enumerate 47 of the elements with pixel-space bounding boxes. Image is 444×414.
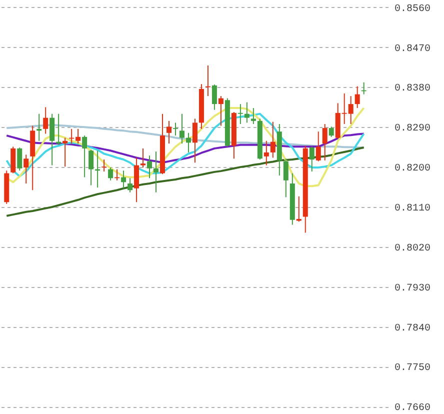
candlestick: [50, 113, 55, 166]
candlestick: [121, 170, 126, 189]
candlestick: [250, 108, 256, 125]
candlestick: [102, 159, 107, 172]
candlestick: [186, 132, 191, 153]
candlestick: [192, 118, 198, 164]
y-tick-label: 0.8020: [394, 243, 431, 254]
candlestick: [128, 178, 133, 193]
candlestick: [316, 131, 321, 162]
candlestick: [17, 147, 22, 172]
candlestick: [296, 196, 302, 222]
y-tick-label: 0.7660: [394, 403, 431, 414]
candlestick: [154, 151, 159, 193]
candlestick: [270, 121, 276, 158]
candlestick: [24, 154, 29, 184]
y-tick-label: 0.8470: [394, 44, 431, 55]
candlestick: [166, 120, 172, 144]
candlestick: [264, 140, 269, 166]
candlestick: [238, 104, 243, 125]
candlestick: [88, 149, 94, 186]
candlestick: [328, 126, 334, 138]
candlestick: [10, 146, 16, 174]
y-tick-label: 0.8200: [394, 164, 431, 175]
candlestick: [322, 124, 328, 161]
line-series: [6, 146, 365, 217]
candlestick: [147, 155, 152, 179]
candlestick: [62, 137, 68, 168]
y-tick-label: 0.7750: [394, 363, 431, 374]
candlestick: [244, 102, 250, 124]
candlestick: [108, 167, 114, 181]
y-tick-label: 0.8110: [394, 204, 431, 214]
candlestick: [212, 84, 217, 110]
candlestick: [283, 158, 288, 198]
candlestick: [309, 146, 314, 172]
y-tick-label: 0.8380: [394, 84, 431, 95]
candlestick: [134, 157, 140, 203]
candlestick: [43, 106, 48, 134]
y-tick-label: 0.7840: [394, 323, 431, 334]
candlestick: [172, 122, 178, 136]
candlestick: [218, 96, 224, 126]
candlestick: [179, 113, 184, 144]
candlestick: [354, 86, 360, 109]
y-tick-label: 0.8560: [394, 4, 431, 15]
candlestick: [82, 135, 88, 178]
candlestick: [140, 148, 146, 168]
y-tick-label: 0.8290: [394, 124, 431, 135]
y-tick-label: 0.7930: [394, 283, 431, 294]
